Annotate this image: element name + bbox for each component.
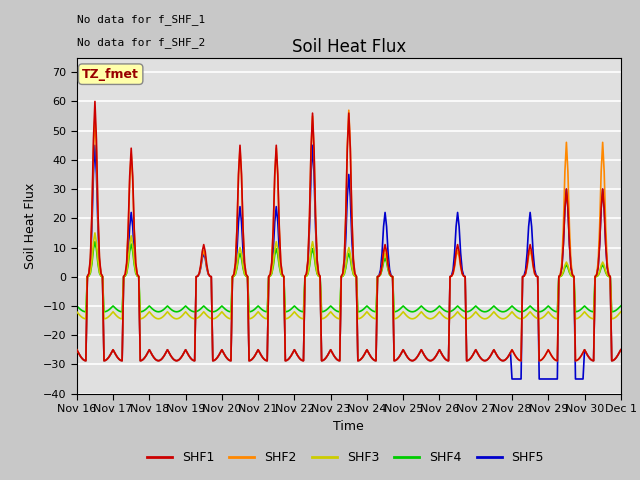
SHF3 [416,311,424,316]
SHF4 [617,303,625,309]
SHF4 [404,307,412,313]
SHF3 [617,309,625,315]
SHF3 [82,316,90,322]
SHF1 [73,347,81,353]
SHF5 [617,347,625,353]
SHF2 [617,347,625,353]
SHF5 [384,250,392,256]
SHF5 [554,376,561,382]
SHF2 [554,358,561,364]
SHF4 [177,307,185,313]
Text: No data for f_SHF_2: No data for f_SHF_2 [77,37,205,48]
SHF4 [416,305,424,311]
SHF5 [88,225,96,231]
SHF1 [416,350,424,356]
SHF3 [554,316,561,322]
SHF1 [91,98,99,104]
SHF3 [404,314,412,320]
SHF2 [73,347,81,353]
SHF5 [403,352,410,358]
SHF3 [177,314,185,320]
Text: No data for f_SHF_1: No data for f_SHF_1 [77,14,205,25]
SHF3 [90,240,97,245]
Title: Soil Heat Flux: Soil Heat Flux [292,38,406,56]
SHF2 [386,271,394,276]
Line: SHF4: SHF4 [77,241,621,312]
SHF2 [176,356,184,362]
Text: TZ_fmet: TZ_fmet [82,68,139,81]
SHF3 [386,271,394,277]
SHF4 [386,272,394,277]
SHF4 [82,309,90,315]
Line: SHF2: SHF2 [77,110,621,361]
SHF1 [90,137,97,143]
SHF1 [177,355,185,360]
Legend: SHF1, SHF2, SHF3, SHF4, SHF5: SHF1, SHF2, SHF3, SHF4, SHF5 [142,446,549,469]
Line: SHF1: SHF1 [77,101,621,361]
SHF2 [90,148,97,154]
SHF1 [386,270,394,276]
SHF3 [91,230,99,236]
SHF5 [508,376,516,382]
SHF5 [91,143,99,148]
SHF2 [404,355,412,360]
SHF5 [415,352,422,358]
SHF4 [91,239,99,244]
SHF2 [82,358,90,364]
SHF5 [176,356,184,362]
SHF1 [617,347,625,353]
SHF1 [554,358,561,364]
SHF2 [345,108,353,113]
SHF4 [90,247,97,252]
SHF5 [73,347,81,353]
Line: SHF3: SHF3 [77,233,621,319]
SHF4 [73,303,81,309]
SHF4 [554,309,561,315]
Y-axis label: Soil Heat Flux: Soil Heat Flux [24,182,37,269]
Line: SHF5: SHF5 [77,145,621,379]
X-axis label: Time: Time [333,420,364,432]
SHF2 [416,350,424,356]
SHF3 [73,309,81,315]
SHF1 [404,355,412,360]
SHF1 [82,358,90,364]
